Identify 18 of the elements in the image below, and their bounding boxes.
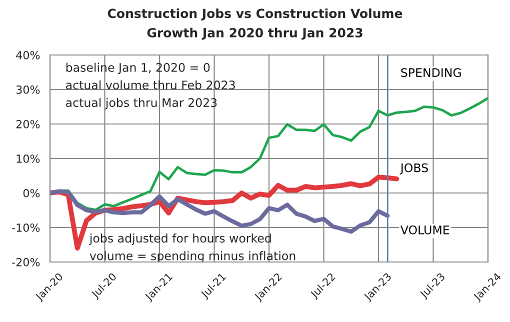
annotation: actual volume thru Feb 2023 bbox=[66, 80, 235, 90]
annotation: actual jobs thru Mar 2023 bbox=[66, 98, 217, 110]
annotation: volume = spending minus inflation bbox=[90, 251, 296, 263]
y-tick-label: 20% bbox=[16, 120, 40, 128]
series-label: JOBS bbox=[400, 163, 428, 174]
y-tick-label: 40% bbox=[16, 50, 40, 60]
annotation: jobs adjusted for hours worked bbox=[89, 234, 271, 245]
y-tick-label: 10% bbox=[16, 154, 40, 163]
chart-subtitle: Growth Jan 2020 thru Jan 2023 bbox=[147, 28, 362, 40]
y-tick-label: -10% bbox=[12, 223, 40, 232]
chart-title: Construction Jobs vs Construction Volume bbox=[108, 8, 402, 20]
line-series bbox=[50, 189, 390, 234]
series-label: VOLUME bbox=[400, 225, 450, 234]
y-tick-label: 30% bbox=[16, 85, 40, 94]
y-tick-label: -20% bbox=[12, 258, 40, 266]
text: SPENDING bbox=[401, 68, 461, 78]
y-tick-label: 0% bbox=[23, 188, 40, 198]
annotation: baseline Jan 1, 2020 = 0 bbox=[66, 62, 210, 74]
